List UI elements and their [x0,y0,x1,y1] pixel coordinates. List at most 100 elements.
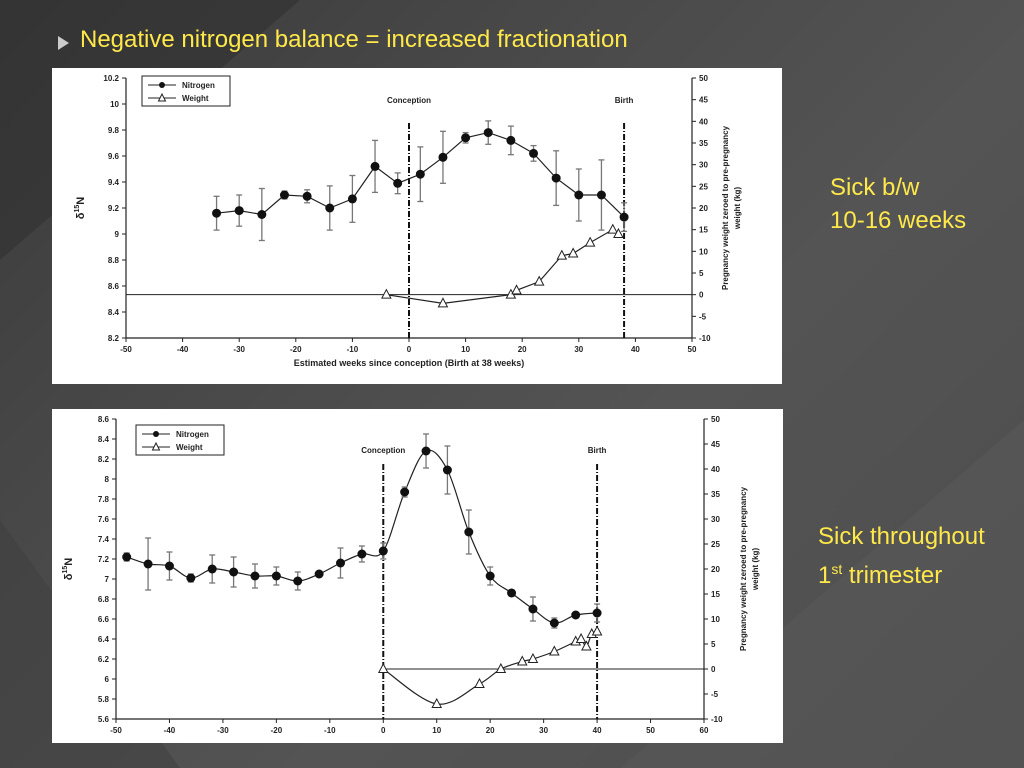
nitrogen-point [143,559,153,569]
x-tick-label: 10 [461,345,470,354]
series-line-weight [382,630,598,705]
nitrogen-point [357,549,367,559]
x-tick-label: -30 [233,345,245,354]
y-axis-label-right: Pregnancy weight zeroed to pre-pregnancy [739,486,748,651]
x-tick-label: 20 [486,726,495,735]
x-tick-label: -40 [177,345,189,354]
y-tick-label-left: 5.6 [98,715,110,724]
nitrogen-point [571,610,581,620]
legend-label: Nitrogen [182,81,215,90]
x-tick-label: -30 [217,726,229,735]
y-tick-label-left: 6.2 [98,655,110,664]
nitrogen-point [400,487,410,497]
weight-point [607,223,619,234]
legend-box [135,424,225,456]
y-tick-label-right: 50 [699,74,708,83]
x-tick-label: 40 [593,726,602,735]
y-tick-label-left: 9.6 [108,152,120,161]
y-axis-label-left: δ15N [62,558,75,580]
nitrogen-point [293,576,303,586]
legend-marker-triangle [157,92,167,102]
y-label-n: N [75,197,87,205]
y-tick-label-left: 7.6 [98,515,110,524]
y-axis-label-right: Pregnancy weight zeroed to pre-pregnancy [721,125,730,290]
y-tick-label-right: 20 [711,565,720,574]
x-tick-label: 50 [646,726,655,735]
nitrogen-point [186,573,196,583]
x-tick-label: 10 [432,726,441,735]
y-tick-label-right: 10 [699,247,708,256]
y-tick-label-left: 6 [105,675,110,684]
x-tick-label: -50 [120,345,132,354]
x-tick-label: -50 [110,726,122,735]
y-tick-label-left: 8.4 [108,308,120,317]
nitrogen-point [302,191,312,201]
y-tick-label-left: 10.2 [103,74,119,83]
y-tick-label-right: -10 [699,334,711,343]
x-tick-label: 40 [631,345,640,354]
y-tick-label-left: 9 [115,230,120,239]
weight-point [516,655,528,666]
y-label-delta: δ [75,212,87,219]
y-tick-label-right: 0 [711,665,716,674]
annotation-label: Birth [588,446,607,455]
nitrogen-point [212,208,222,218]
nitrogen-point [257,210,267,219]
nitrogen-point [529,148,539,158]
weight-point [431,697,443,708]
x-tick-label: -10 [347,345,359,354]
note-top: Sick b/w 10-16 weeks [830,171,966,237]
x-tick-label: -40 [164,726,176,735]
y-tick-label-left: 9.2 [108,204,120,213]
nitrogen-point [164,561,174,571]
y-tick-label-right: 45 [699,96,708,105]
x-tick-label: -10 [324,726,336,735]
note-bottom-line-1: Sick throughout [818,523,985,550]
y-tick-label-left: 10 [110,100,119,109]
note-top-line-1: Sick b/w [830,174,920,201]
y-tick-label-right: 0 [699,291,704,300]
weight-point [511,284,522,295]
weight-point [495,662,507,673]
nitrogen-point [347,194,357,204]
weight-point [613,227,624,238]
weight-point [575,632,587,643]
nitrogen-point [378,546,388,556]
legend-marker-circle [159,82,165,88]
y-tick-label-right: 30 [699,161,708,170]
nitrogen-point [438,152,448,162]
nitrogen-point [325,203,335,213]
y-tick-label-right: 25 [711,540,720,549]
chart-bottom: -50 -40 -30 -20 -10 0 10 20 30 40 50 605.65.866.26.… [62,415,760,735]
y-tick-label-left: 8.6 [98,415,110,424]
nitrogen-point [483,128,493,138]
y-tick-label-left: 5.8 [98,695,110,704]
nitrogen-point [122,552,132,562]
y-tick-label-left: 8 [105,475,110,484]
legend-marker-triangle [151,441,161,451]
x-tick-label: 60 [700,726,709,735]
y-tick-label-right: 40 [711,465,720,474]
y-axis-label-right: weight (kg) [733,187,742,231]
nitrogen-point [528,604,538,614]
y-tick-label-right: 5 [699,269,704,278]
y-tick-label-right: 20 [699,204,708,213]
nitrogen-point [421,446,431,456]
note-bottom-line-2: 1st trimester [818,553,985,592]
nitrogen-point [370,161,380,171]
weight-point [381,288,392,299]
weight-point [591,625,603,636]
nitrogen-point [314,569,324,579]
y-tick-label-right: 40 [699,117,708,126]
nitrogen-point [250,571,260,581]
y-tick-label-left: 7.4 [98,535,110,544]
y-tick-label-right: 5 [711,640,716,649]
weight-point [548,645,560,656]
weight-point [527,652,539,663]
chart-panel-top: -50 -40 -30 -20 -10 0 10 20 30 40 50 8.2 8.4 8.6 8.8 9 9… [52,68,782,384]
y-tick-label-right: 10 [711,615,720,624]
nitrogen-point [551,173,561,183]
y-tick-label-right: 15 [699,226,708,235]
nitrogen-point [336,558,346,568]
legend-label: Nitrogen [176,430,209,439]
